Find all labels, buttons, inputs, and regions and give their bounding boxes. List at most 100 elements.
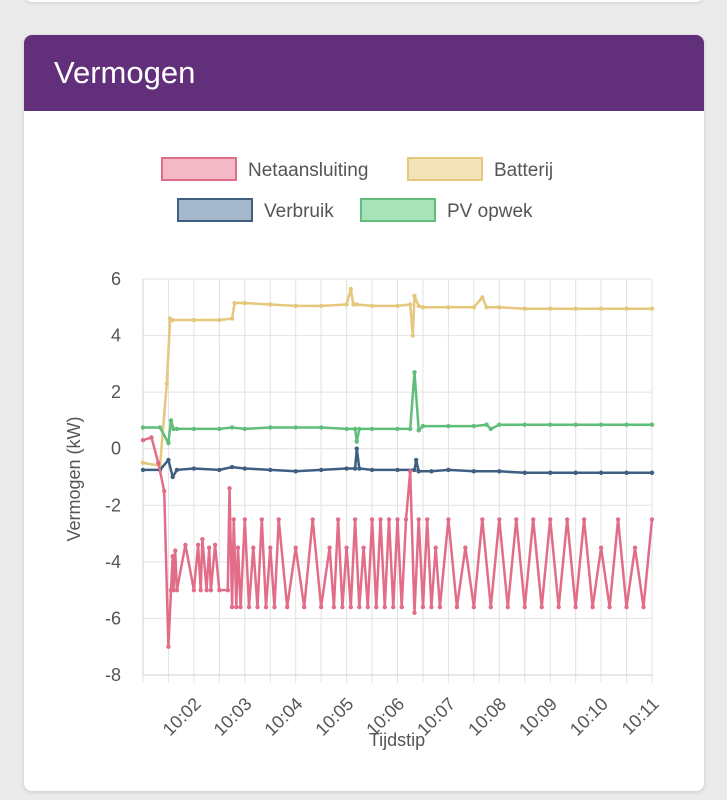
data-point[interactable] [229,464,235,470]
data-point[interactable] [354,302,359,307]
data-point[interactable] [229,316,235,321]
data-point[interactable] [191,317,197,323]
data-point[interactable] [522,470,527,475]
data-point[interactable] [484,305,489,310]
data-point[interactable] [488,604,494,610]
data-point[interactable] [522,604,527,610]
data-point[interactable] [484,422,489,427]
data-point[interactable] [285,604,290,610]
data-point[interactable] [391,604,396,610]
data-point[interactable] [573,470,578,475]
data-point[interactable] [412,293,417,299]
data-point[interactable] [573,306,578,311]
data-point[interactable] [369,467,375,473]
data-point[interactable] [204,587,209,593]
data-point[interactable] [514,517,519,522]
data-point[interactable] [556,604,561,610]
data-point[interactable] [480,517,485,522]
data-point[interactable] [413,457,419,463]
data-point[interactable] [293,469,298,474]
data-point[interactable] [229,425,235,430]
legend-label-2[interactable]: Verbruik [264,201,334,222]
data-point[interactable] [268,425,273,430]
data-point[interactable] [649,517,655,522]
data-point[interactable] [522,306,527,311]
data-point[interactable] [331,604,337,610]
data-point[interactable] [293,303,298,309]
data-point[interactable] [598,422,604,427]
data-point[interactable] [497,517,502,522]
data-point[interactable] [263,604,269,610]
data-point[interactable] [217,467,222,473]
data-point[interactable] [166,644,171,649]
data-point[interactable] [318,303,324,309]
data-point[interactable] [497,305,502,310]
data-point[interactable] [573,604,578,610]
data-point[interactable] [255,604,260,610]
data-point[interactable] [497,422,502,427]
data-point[interactable] [191,587,197,593]
data-point[interactable] [140,460,146,466]
data-point[interactable] [446,517,451,522]
data-point[interactable] [198,587,203,593]
data-point[interactable] [140,425,146,430]
data-point[interactable] [649,470,655,475]
data-point[interactable] [344,545,349,550]
data-point[interactable] [156,460,161,466]
data-point[interactable] [522,422,527,427]
data-point[interactable] [408,302,413,307]
data-point[interactable] [416,469,421,474]
data-point[interactable] [268,302,273,307]
data-point[interactable] [352,466,358,471]
data-point[interactable] [548,470,553,475]
data-point[interactable] [624,470,629,475]
data-point[interactable] [446,305,451,310]
data-point[interactable] [318,425,324,430]
data-point[interactable] [357,426,362,432]
data-point[interactable] [352,517,358,522]
data-point[interactable] [272,604,277,610]
data-point[interactable] [598,470,604,475]
data-point[interactable] [539,604,544,610]
data-point[interactable] [157,425,163,430]
data-point[interactable] [242,300,247,306]
data-point[interactable] [191,426,197,432]
data-point[interactable] [386,517,392,522]
data-point[interactable] [217,587,222,593]
data-point[interactable] [590,604,595,610]
data-point[interactable] [357,466,362,471]
data-point[interactable] [238,604,243,610]
data-point[interactable] [235,545,241,550]
data-point[interactable] [420,423,426,429]
data-point[interactable] [437,604,443,610]
data-point[interactable] [348,286,354,292]
data-point[interactable] [357,604,362,610]
data-point[interactable] [641,604,646,610]
data-point[interactable] [382,604,387,610]
data-point[interactable] [374,604,379,610]
data-point[interactable] [174,587,180,593]
data-point[interactable] [352,426,358,432]
data-point[interactable] [369,426,375,432]
data-point[interactable] [354,446,359,451]
data-point[interactable] [174,426,180,432]
data-point[interactable] [217,317,222,323]
data-point[interactable] [162,488,167,494]
data-point[interactable] [168,418,174,423]
data-point[interactable] [548,422,553,427]
data-point[interactable] [416,303,421,309]
data-point[interactable] [166,457,171,463]
legend-swatch-1[interactable] [407,157,483,181]
data-point[interactable] [488,426,494,432]
legend-swatch-3[interactable] [360,198,436,222]
data-point[interactable] [327,545,332,550]
data-point[interactable] [624,306,629,311]
data-point[interactable] [348,604,354,610]
data-point[interactable] [399,604,404,610]
data-point[interactable] [318,604,324,610]
data-point[interactable] [573,422,578,427]
data-point[interactable] [446,467,451,473]
data-point[interactable] [170,317,175,323]
data-point[interactable] [344,426,349,432]
data-point[interactable] [420,604,426,610]
